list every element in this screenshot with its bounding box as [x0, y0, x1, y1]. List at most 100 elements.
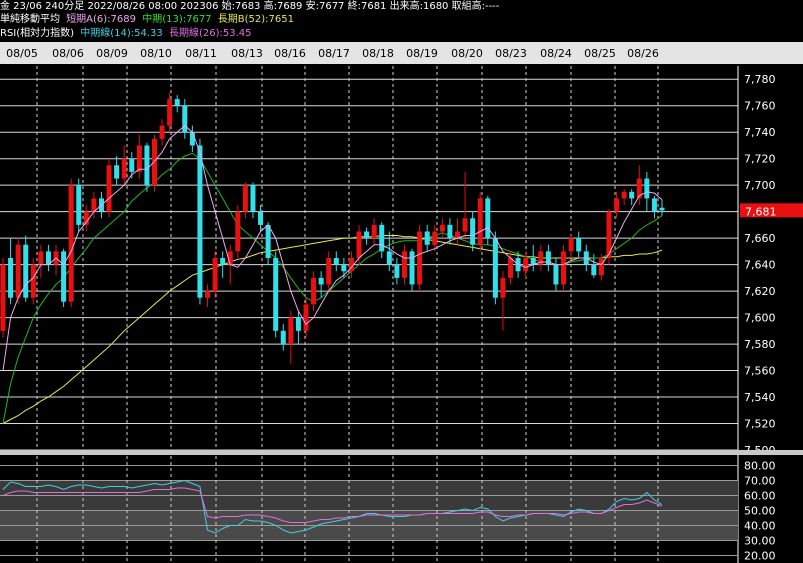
rsi-legend-title: RSI(相対力指数) — [0, 28, 75, 39]
date-tick-label: 08/17 — [318, 47, 350, 60]
date-tick-label: 08/05 — [6, 47, 38, 60]
ma-mid-legend: 中期(13):7677 — [142, 14, 212, 25]
candle-body — [295, 317, 301, 331]
candle-body — [470, 218, 476, 245]
ma-legend-title: 単純移動平均 — [0, 14, 60, 25]
date-tick-label: 08/26 — [627, 47, 659, 60]
date-tick-label: 08/25 — [584, 47, 616, 60]
candle-body — [629, 191, 635, 199]
candle-body — [30, 264, 36, 298]
price-tick-label: 7,660 — [744, 232, 776, 245]
candle-body — [280, 330, 286, 345]
candle-body — [386, 251, 392, 265]
rsi-long-legend: 長期線(26):53.45 — [168, 28, 252, 39]
candle-body — [341, 264, 347, 272]
ma-long-line — [2, 235, 663, 424]
candle-body — [288, 317, 294, 345]
candle-body — [114, 165, 120, 179]
candle-body — [561, 251, 567, 285]
candle-body — [121, 158, 127, 179]
ma-legend: 単純移動平均 短期A(6):7689 中期(13):7677 長期B(52):7… — [0, 13, 803, 26]
rsi-mid-line — [2, 479, 663, 534]
date-tick-label: 08/24 — [540, 47, 572, 60]
candle-body — [364, 231, 370, 239]
candle-body — [106, 165, 112, 212]
price-tick-label: 7,640 — [744, 259, 776, 272]
candle-body — [273, 258, 279, 331]
candle-body — [265, 224, 271, 258]
candle-body — [591, 264, 597, 276]
candle-body — [333, 258, 339, 265]
date-tick-label: 08/11 — [185, 47, 217, 60]
price-tick-label: 7,520 — [744, 418, 776, 431]
candle-body — [545, 251, 551, 265]
rsi-tick-label: 80.00 — [744, 460, 776, 473]
candle-body — [606, 211, 612, 258]
current-price-tag — [740, 203, 803, 218]
candle-body — [159, 125, 165, 139]
candle-body — [182, 105, 188, 133]
current-price-label: 7,681 — [745, 205, 777, 218]
candle-body — [553, 264, 559, 285]
candle-body — [500, 277, 506, 298]
date-tick-label: 08/16 — [274, 47, 306, 60]
candle-body — [409, 251, 415, 285]
date-tick-label: 08/19 — [406, 47, 438, 60]
rsi-tick-label: 70.00 — [744, 475, 776, 488]
candle-body — [144, 145, 150, 186]
candle-body — [38, 251, 44, 265]
candle-body — [454, 231, 460, 239]
candle-body — [636, 178, 642, 199]
price-tick-label: 7,620 — [744, 285, 776, 298]
price-tick-label: 7,780 — [744, 73, 776, 86]
candle-body — [485, 198, 491, 239]
date-tick-label: 08/23 — [495, 47, 527, 60]
price-tick-label: 7,560 — [744, 365, 776, 378]
ma-short-line — [2, 124, 663, 371]
candle-body — [68, 185, 74, 302]
price-tick-label: 7,700 — [744, 179, 776, 192]
candle-body — [136, 145, 142, 172]
candle-body — [651, 198, 657, 212]
candle-body — [8, 258, 14, 298]
candle-body — [220, 258, 226, 265]
candle-body — [598, 258, 604, 276]
candle-body — [311, 277, 317, 305]
candle-body — [242, 185, 248, 212]
candle-body — [614, 198, 620, 212]
candle-body — [189, 132, 195, 146]
rsi-tick-label: 20.00 — [744, 550, 776, 563]
candle-body — [447, 224, 453, 239]
candle-body — [379, 224, 385, 252]
candle-body — [644, 178, 650, 199]
candle-body — [174, 99, 180, 106]
rsi-tick-label: 50.00 — [744, 505, 776, 518]
candle-body — [83, 211, 89, 225]
rsi-tick-label: 40.00 — [744, 520, 776, 533]
ohlc-summary-text: 金 23/06 240分足 2022/08/26 08:00 202306 始:… — [0, 1, 500, 12]
date-axis-bar — [0, 42, 803, 64]
date-tick-label: 08/06 — [52, 47, 84, 60]
candle-body — [508, 258, 514, 278]
candle-body — [227, 251, 233, 265]
price-tick-label: 7,540 — [744, 391, 776, 404]
panel-separator — [0, 450, 803, 455]
candle-body — [348, 258, 354, 272]
date-tick-label: 08/18 — [362, 47, 394, 60]
candle-body — [394, 264, 400, 278]
candle-body — [167, 99, 173, 126]
price-tick-label: 7,760 — [744, 100, 776, 113]
date-tick-label: 08/20 — [451, 47, 483, 60]
candle-body — [424, 231, 430, 245]
candle-body — [439, 224, 445, 232]
candle-body — [530, 258, 536, 265]
price-tick-label: 7,720 — [744, 153, 776, 166]
date-tick-label: 08/13 — [231, 47, 263, 60]
candle-body — [0, 264, 6, 331]
candle-body — [258, 211, 264, 225]
candle-body — [659, 207, 665, 211]
ma-short-legend: 短期A(6):7689 — [66, 14, 137, 25]
candle-body — [303, 304, 309, 331]
candle-body — [318, 277, 324, 285]
